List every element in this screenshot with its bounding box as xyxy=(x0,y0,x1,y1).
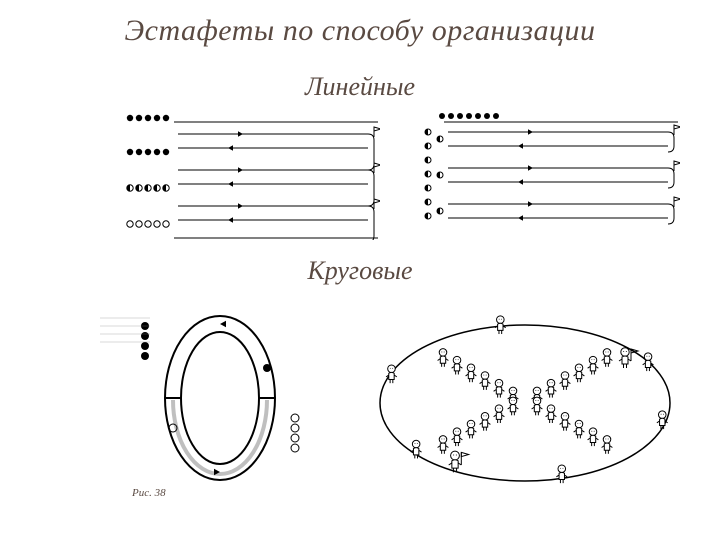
circular-diagrams-row: Рис. 38 xyxy=(90,298,680,518)
section-circular-heading: Круговые xyxy=(0,256,720,286)
svg-text:Рис. 38: Рис. 38 xyxy=(131,487,166,499)
linear-diagram-right xyxy=(420,110,680,240)
linear-diagrams-row xyxy=(120,110,680,250)
children-circle-diagram xyxy=(370,298,680,508)
page-title: Эстафеты по способу организации xyxy=(0,14,720,48)
section-linear-heading: Линейные xyxy=(0,72,720,102)
oval-track-diagram: Рис. 38 xyxy=(90,298,320,508)
linear-diagram-left xyxy=(120,110,380,240)
slide: Эстафеты по способу организации Линейные… xyxy=(0,0,720,540)
